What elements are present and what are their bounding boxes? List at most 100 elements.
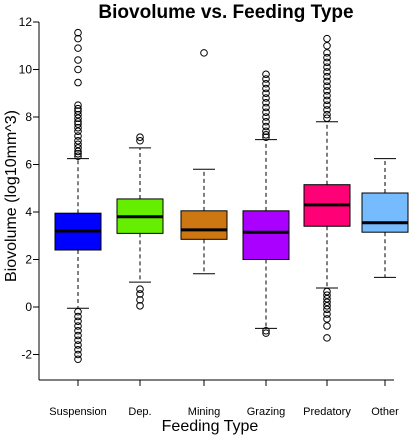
outlier-point	[136, 302, 144, 310]
outlier-point	[136, 133, 144, 141]
outlier-point	[262, 127, 270, 136]
outlier-point	[323, 110, 331, 119]
outlier-point	[74, 150, 82, 158]
outlier-point	[323, 63, 331, 71]
outlier-point	[262, 103, 270, 112]
y-tick-label-8: 8	[25, 110, 32, 124]
outlier-point	[74, 127, 82, 136]
outlier-point	[74, 117, 82, 126]
outlier-point	[262, 75, 270, 83]
outlier-point	[74, 44, 82, 52]
outlier-point	[262, 89, 270, 98]
outlier-point	[74, 34, 82, 43]
x-axis-labels: Suspension Dep. Mining Grazing Predatory Othe…	[49, 380, 399, 418]
outlier-point	[323, 291, 331, 299]
outlier-point	[262, 98, 270, 107]
outlier-point	[74, 144, 82, 152]
outlier-point	[74, 56, 82, 64]
outlier-point	[323, 34, 331, 43]
outlier-point	[323, 302, 331, 310]
x-tick-label-grazing: Grazing	[247, 406, 286, 418]
y-axis-title: Biovolume (log10mm^3)	[3, 110, 20, 282]
outlier-point	[74, 350, 82, 359]
outlier-point	[74, 322, 82, 330]
box-predatory	[303, 34, 351, 342]
outlier-point	[262, 79, 270, 88]
outlier-point	[74, 331, 82, 340]
outlier-point	[74, 110, 82, 119]
outlier-point	[323, 41, 331, 50]
y-tick-label-0: 0	[25, 300, 32, 314]
outlier-point	[74, 317, 82, 326]
outlier-point	[74, 336, 82, 345]
outlier-point	[262, 94, 270, 102]
outlier-point	[323, 49, 331, 57]
outlier-point	[74, 78, 82, 87]
outlier-point	[74, 312, 82, 321]
outlier-point	[323, 114, 331, 122]
box-body	[180, 210, 228, 240]
x-tick-label-mining: Mining	[188, 406, 220, 418]
x-tick-label-other: Other	[371, 406, 399, 418]
outlier-point	[323, 294, 331, 303]
box-suspension	[54, 28, 102, 364]
outlier-point	[323, 287, 331, 296]
outlier-point	[74, 28, 82, 37]
outlier-point	[262, 70, 270, 79]
outlier-point	[200, 49, 208, 57]
outlier-point	[323, 101, 331, 109]
outlier-point	[74, 307, 82, 316]
outlier-point	[262, 326, 270, 335]
x-tick-label-predatory: Predatory	[303, 406, 351, 418]
outlier-point	[74, 345, 82, 354]
y-tick-label-12: 12	[19, 15, 33, 29]
outlier-point	[262, 113, 270, 121]
outlier-point	[74, 101, 82, 109]
outlier-point	[74, 104, 82, 113]
outlier-point	[74, 355, 82, 364]
outlier-point	[323, 53, 331, 62]
outlier-point	[74, 341, 82, 349]
outlier-point	[74, 123, 82, 132]
outlier-point	[262, 329, 270, 337]
y-tick-label-10: 10	[19, 63, 33, 77]
outlier-point	[74, 147, 82, 156]
box-mining	[180, 49, 228, 275]
y-axis-ticks: -2 0 2 4 6 8 10 12	[19, 15, 39, 362]
outlier-point	[74, 120, 82, 128]
outlier-point	[323, 334, 331, 342]
outlier-point	[323, 68, 331, 76]
y-tick-label-2: 2	[25, 253, 32, 267]
outlier-point	[262, 84, 270, 93]
outlier-point	[323, 298, 331, 307]
box-body	[361, 192, 409, 233]
box-dep	[116, 133, 164, 310]
outlier-point	[74, 132, 82, 140]
outlier-point	[323, 77, 331, 86]
x-tick-label-suspension: Suspension	[49, 406, 107, 418]
outlier-point	[323, 96, 331, 105]
outlier-point	[323, 322, 331, 330]
plot-area: -2 0 2 4 6 8 10 12 Suspension Dep. Mining Grazing P…	[19, 15, 409, 418]
outlier-point	[323, 72, 331, 81]
y-tick-label-4: 4	[25, 205, 32, 219]
outlier-point	[74, 140, 82, 149]
outlier-point	[136, 290, 144, 298]
outlier-point	[74, 107, 82, 115]
outlier-point	[74, 65, 82, 74]
y-tick-label--2: -2	[21, 348, 32, 362]
outlier-point	[323, 315, 331, 323]
outlier-point	[323, 87, 331, 95]
outlier-point	[136, 296, 144, 304]
outlier-point	[74, 136, 82, 145]
outlier-point	[323, 305, 331, 314]
outlier-point	[323, 82, 331, 90]
box-other	[361, 158, 409, 278]
y-tick-label-6: 6	[25, 158, 32, 172]
outlier-point	[262, 117, 270, 126]
outlier-point	[136, 285, 144, 293]
outlier-point	[136, 136, 144, 145]
outlier-point	[262, 122, 270, 131]
outlier-point	[262, 131, 270, 139]
outlier-point	[74, 114, 82, 122]
